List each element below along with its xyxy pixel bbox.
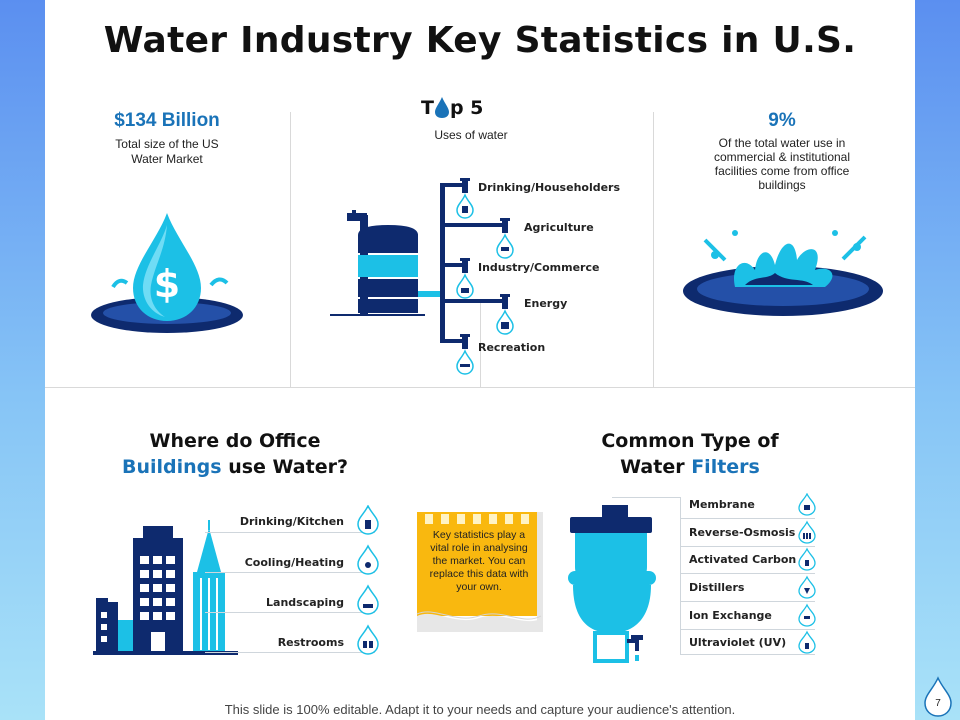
filters-title-water: Water bbox=[620, 456, 692, 478]
office-use-icons bbox=[357, 505, 379, 655]
filter-ultraviolet: Ultraviolet (UV) bbox=[689, 636, 787, 649]
filter-reverse-osmosis: Reverse-Osmosis bbox=[689, 526, 796, 539]
row-divider bbox=[205, 572, 375, 573]
offices-title: Where do Office Buildings use Water? bbox=[85, 428, 385, 480]
divider bbox=[480, 300, 481, 388]
pipe-network-diagram bbox=[330, 178, 514, 375]
offices-title-rest: use Water? bbox=[221, 456, 348, 478]
use-recreation-label: Recreation bbox=[478, 341, 546, 354]
svg-text:$: $ bbox=[154, 262, 180, 306]
office-use-drinking: Drinking/Kitchen bbox=[239, 515, 344, 528]
row-divider bbox=[680, 546, 815, 547]
divider bbox=[290, 112, 291, 387]
office-share-text-3: facilities come from office bbox=[714, 164, 850, 178]
filter-list-rule bbox=[680, 497, 681, 654]
office-share-text-2: commercial & institutional bbox=[713, 150, 851, 164]
row-divider bbox=[205, 612, 375, 613]
filter-membrane: Membrane bbox=[689, 498, 755, 511]
offices-title-line1: Where do Office bbox=[149, 430, 321, 452]
divider bbox=[653, 112, 654, 387]
office-share-text-4: buildings bbox=[758, 178, 806, 192]
filter-distillers: Distillers bbox=[689, 581, 745, 594]
drop-icon bbox=[434, 97, 449, 118]
note-line: the market. You can bbox=[432, 555, 526, 567]
note-line: replace this data with bbox=[429, 568, 529, 580]
filter-connector bbox=[612, 497, 680, 498]
divider bbox=[45, 387, 915, 388]
water-filter-icon bbox=[568, 505, 656, 663]
note-line: your own. bbox=[456, 581, 502, 593]
water-splash-icon bbox=[683, 230, 883, 316]
page-number-drop-icon bbox=[924, 676, 952, 717]
office-use-restrooms: Restrooms bbox=[277, 636, 344, 649]
sticky-note-text: Key statistics play a vital role in anal… bbox=[420, 529, 538, 594]
sticky-note-background bbox=[416, 512, 543, 632]
filters-title-highlight: Filters bbox=[691, 456, 760, 478]
offices-title-highlight: Buildings bbox=[121, 456, 222, 478]
use-drinking-label: Drinking/Householders bbox=[478, 181, 621, 194]
note-line: vital role in analysing bbox=[430, 542, 528, 554]
top5-title-t: T bbox=[421, 97, 434, 119]
office-buildings-icon bbox=[93, 520, 238, 655]
use-energy-label: Energy bbox=[524, 297, 568, 310]
office-use-landscaping: Landscaping bbox=[266, 596, 344, 609]
row-divider bbox=[205, 652, 375, 653]
slide-title: Water Industry Key Statistics in U.S. bbox=[103, 20, 857, 61]
filters-title: Common Type of Water Filters bbox=[540, 428, 840, 480]
slide: Water Industry Key Statistics in U.S. $1… bbox=[45, 0, 915, 720]
top5-subtitle: Uses of water bbox=[434, 128, 508, 142]
market-size-text-1: Total size of the US bbox=[115, 137, 219, 151]
filter-icons bbox=[798, 493, 816, 654]
use-industry-label: Industry/Commerce bbox=[478, 261, 600, 274]
filter-ion-exchange: Ion Exchange bbox=[689, 609, 772, 622]
row-divider bbox=[680, 518, 815, 519]
row-divider bbox=[680, 629, 815, 630]
row-divider bbox=[680, 573, 815, 574]
office-share-text-1: Of the total water use in bbox=[718, 136, 846, 150]
row-divider bbox=[680, 601, 815, 602]
market-size-text-2: Water Market bbox=[131, 152, 203, 166]
filters-title-line1: Common Type of bbox=[601, 430, 779, 452]
note-line: Key statistics play a bbox=[432, 529, 526, 541]
row-divider bbox=[205, 532, 375, 533]
dollar-drop-icon: $ bbox=[91, 213, 243, 333]
office-use-cooling: Cooling/Heating bbox=[244, 556, 344, 569]
footer-text: This slide is 100% editable. Adapt it to… bbox=[224, 702, 736, 717]
market-size-value: $134 Billion bbox=[114, 110, 220, 131]
top5-title-rest: p 5 bbox=[449, 97, 484, 119]
use-agriculture-label: Agriculture bbox=[524, 221, 594, 234]
row-divider bbox=[680, 654, 815, 655]
offices-title-line2: Buildings use Water? bbox=[85, 454, 385, 480]
filters-title-line2: Water Filters bbox=[540, 454, 840, 480]
filter-activated-carbon: Activated Carbon bbox=[689, 553, 797, 566]
office-share-value: 9% bbox=[768, 110, 796, 131]
page-number: 7 bbox=[935, 698, 941, 709]
